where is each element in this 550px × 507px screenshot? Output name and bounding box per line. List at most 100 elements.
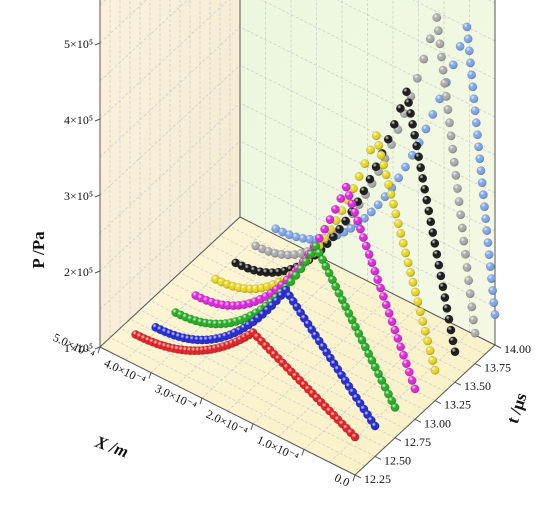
x-tick-label: 0.0 bbox=[332, 471, 352, 490]
data-point bbox=[394, 173, 404, 183]
data-point bbox=[391, 209, 401, 219]
data-point bbox=[420, 184, 430, 194]
data-point bbox=[255, 267, 265, 277]
data-point bbox=[412, 73, 422, 83]
t-tick-mark bbox=[394, 437, 402, 442]
data-point bbox=[446, 131, 456, 141]
grid-line-floor-t bbox=[219, 235, 476, 364]
t-tick-label: 12.75 bbox=[404, 435, 431, 449]
data-point bbox=[435, 94, 445, 104]
t-tick-label: 13.75 bbox=[484, 361, 511, 375]
data-point bbox=[407, 376, 417, 385]
data-point bbox=[406, 109, 415, 118]
y-axis-label: t /μs bbox=[503, 390, 531, 426]
data-point bbox=[401, 359, 411, 369]
data-point bbox=[278, 227, 287, 237]
data-point bbox=[284, 230, 294, 240]
data-point bbox=[420, 326, 430, 336]
x-tick-label: 5.0×10⁻⁴ bbox=[51, 330, 97, 361]
data-point bbox=[448, 336, 458, 346]
data-point bbox=[426, 217, 436, 227]
data-point bbox=[381, 170, 391, 180]
axis-frame bbox=[94, 0, 502, 482]
x-tick-mark bbox=[352, 474, 356, 482]
data-point bbox=[335, 224, 344, 234]
data-point bbox=[464, 46, 474, 56]
grid-line-left-z bbox=[99, 140, 241, 272]
data-point bbox=[358, 233, 368, 242]
data-point bbox=[384, 180, 393, 189]
z-tick-label: 4×10⁵ bbox=[64, 113, 93, 127]
data-point bbox=[462, 263, 472, 272]
data-point bbox=[376, 283, 385, 293]
data-point bbox=[384, 308, 394, 318]
data-point bbox=[474, 142, 484, 152]
data-point bbox=[482, 226, 492, 236]
data-point bbox=[464, 276, 474, 285]
grid-line-floor-t bbox=[139, 309, 396, 439]
grid-line-right-z bbox=[261, 0, 496, 118]
data-point bbox=[446, 325, 456, 335]
t-tick-mark bbox=[414, 418, 422, 423]
data-point bbox=[470, 106, 480, 116]
grid-line-right-z bbox=[239, 64, 496, 194]
data-point bbox=[351, 322, 360, 332]
data-point bbox=[428, 356, 437, 365]
data-point bbox=[393, 334, 403, 343]
data-point bbox=[410, 130, 420, 140]
data-point bbox=[365, 174, 375, 184]
data-point bbox=[398, 238, 408, 248]
data-point bbox=[396, 104, 405, 113]
t-tick-mark bbox=[434, 400, 442, 405]
data-point bbox=[410, 384, 420, 394]
grid-line-left-z bbox=[99, 0, 229, 120]
data-point bbox=[371, 131, 381, 141]
data-point bbox=[469, 315, 478, 325]
data-point bbox=[448, 144, 458, 154]
data-point bbox=[311, 241, 321, 251]
data-point bbox=[396, 342, 406, 352]
data-point bbox=[463, 34, 473, 44]
data-point bbox=[367, 258, 377, 268]
data-point bbox=[477, 178, 487, 188]
data-point bbox=[390, 403, 400, 412]
floor-back-edge bbox=[239, 216, 496, 346]
data-point bbox=[401, 248, 411, 258]
data-point bbox=[402, 87, 411, 97]
data-point bbox=[341, 216, 350, 226]
grid-line-right-z bbox=[336, 0, 496, 80]
grid-line-floor-t bbox=[179, 272, 436, 402]
x-tick-mark bbox=[301, 449, 305, 456]
data-point bbox=[348, 184, 358, 194]
data-point bbox=[488, 286, 498, 296]
data-point bbox=[367, 356, 377, 365]
data-point bbox=[489, 298, 499, 308]
t-tick-label: 13.25 bbox=[444, 398, 471, 412]
data-point bbox=[484, 250, 494, 260]
z-tick-mark bbox=[94, 346, 101, 350]
data-point bbox=[357, 335, 367, 345]
data-point bbox=[433, 26, 443, 36]
data-point bbox=[438, 65, 448, 75]
data-point bbox=[441, 92, 451, 101]
data-point bbox=[396, 229, 406, 238]
data-point bbox=[448, 60, 458, 70]
data-point bbox=[418, 174, 428, 183]
data-point bbox=[485, 262, 495, 272]
data-point bbox=[404, 367, 414, 377]
data-point bbox=[298, 234, 308, 243]
z-tick-label: 3×10⁵ bbox=[64, 189, 93, 203]
data-point bbox=[271, 224, 281, 234]
data-point bbox=[455, 41, 465, 51]
z-tick-label: 1×10⁵ bbox=[64, 341, 93, 355]
data-point bbox=[283, 250, 293, 260]
grid-line-left-z bbox=[99, 178, 241, 310]
data-point bbox=[373, 275, 383, 284]
data-point bbox=[478, 190, 488, 200]
back-right-wall bbox=[240, 0, 495, 345]
data-point bbox=[393, 219, 403, 229]
data-point bbox=[341, 182, 351, 192]
data-point bbox=[424, 206, 434, 216]
data-point bbox=[264, 247, 274, 256]
data-point bbox=[419, 54, 429, 64]
